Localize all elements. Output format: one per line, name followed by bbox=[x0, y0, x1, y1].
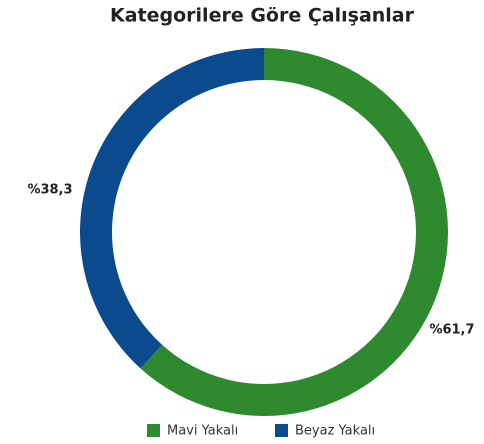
legend-label: Beyaz Yakalı bbox=[295, 424, 375, 439]
donut-segment bbox=[140, 48, 448, 417]
legend-swatch bbox=[275, 424, 288, 437]
legend-swatch bbox=[147, 424, 160, 437]
donut-segment bbox=[79, 48, 265, 369]
data-label: %38,3 bbox=[27, 183, 72, 198]
data-label: %61,7 bbox=[429, 323, 474, 338]
chart-title: Kategorilere Göre Çalışanlar bbox=[110, 5, 415, 27]
legend-label: Mavi Yakalı bbox=[167, 424, 238, 439]
